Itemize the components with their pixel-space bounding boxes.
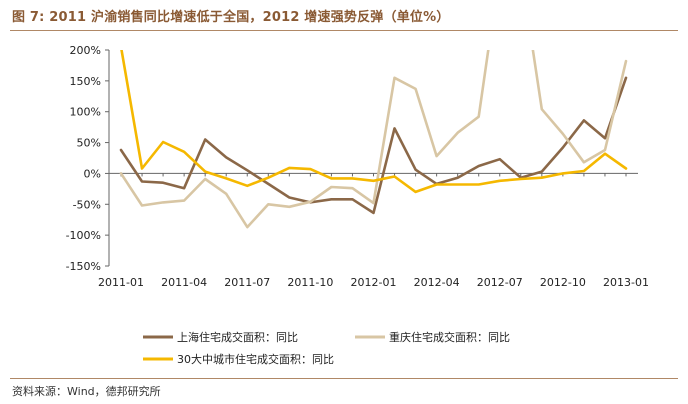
y-tick-label: -150% <box>66 260 101 273</box>
series-line-3 <box>120 50 628 194</box>
legend-label: 30大中城市住宅成交面积：同比 <box>177 352 334 366</box>
x-tick-label: 2011-07 <box>224 276 270 289</box>
x-tick-label: 2012-04 <box>414 276 460 289</box>
source-note: 资料来源：Wind，德邦研究所 <box>12 385 161 398</box>
y-tick-label: 0% <box>84 167 101 180</box>
chart-title: 图 7: 2011 沪渝销售同比增速低于全国，2012 增速强势反弹（单位%） <box>12 10 450 25</box>
x-tick-label: 2012-07 <box>477 276 523 289</box>
chart-axes: 200% 150% 100% 50% 0% -50% -100% -150% 2011-01 20… <box>66 44 649 289</box>
y-tick-label: -100% <box>66 229 101 242</box>
x-tick-label: 2011-04 <box>161 276 207 289</box>
footer-divider <box>10 378 678 379</box>
series-line-1 <box>119 76 628 215</box>
title-divider <box>10 30 678 31</box>
y-tick-label: 50% <box>77 137 101 150</box>
x-tick-label: 2013-01 <box>603 276 649 289</box>
legend-label: 重庆住宅成交面积：同比 <box>389 330 510 344</box>
chart-series-lines <box>119 50 628 229</box>
x-tick-label: 2012-01 <box>351 276 397 289</box>
legend-label: 上海住宅成交面积：同比 <box>177 330 298 344</box>
y-tick-label: 100% <box>70 106 101 119</box>
x-tick-label: 2011-01 <box>98 276 144 289</box>
x-tick-label: 2011-10 <box>287 276 333 289</box>
series-line-2 <box>119 50 628 229</box>
y-tick-label: -50% <box>73 198 101 211</box>
chart-legend: 上海住宅成交面积：同比 重庆住宅成交面积：同比 30大中城市住宅成交面积：同比 <box>143 330 510 366</box>
y-tick-label: 150% <box>70 75 101 88</box>
y-tick-label: 200% <box>70 44 101 57</box>
x-tick-label: 2012-10 <box>540 276 586 289</box>
